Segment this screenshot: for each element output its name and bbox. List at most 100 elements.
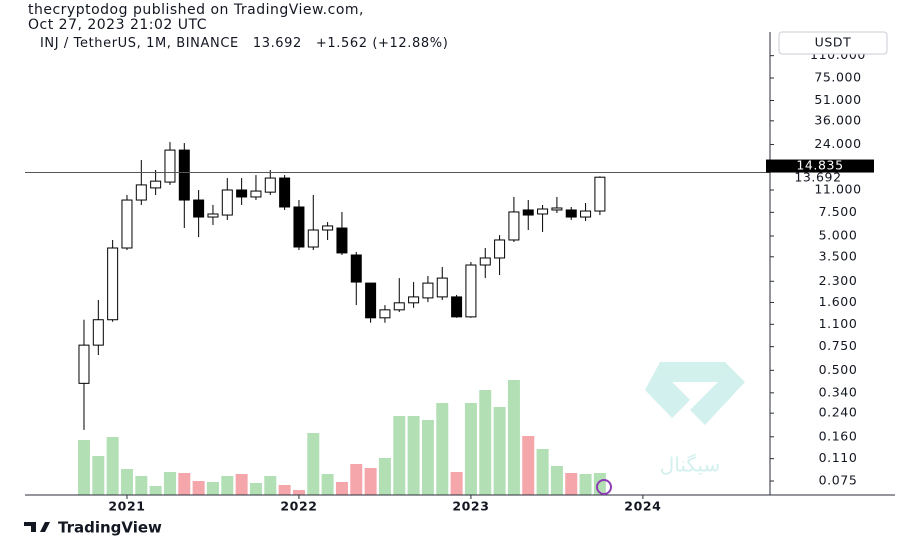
y-tick-label: 75.000 [814,69,861,84]
candle-body [479,257,491,266]
y-tick-label: 11.000 [814,181,861,196]
candle-body [494,239,506,259]
volume-bar [192,481,205,495]
last-price-label: 13.692 [794,170,841,185]
level-label-box [766,159,874,173]
candle-body [164,149,176,183]
volume-bar [249,483,262,495]
candle-body [508,211,520,241]
candle-body [121,199,133,249]
volume-bar [163,472,176,495]
volume-bar [550,466,563,495]
legend-symbol: INJ / TetherUS, 1M, BINANCE [40,36,239,51]
x-tick-label: 2024 [624,499,661,514]
volume-bar [350,464,363,495]
candle-body [78,344,90,384]
candle-body [264,177,276,193]
volume-bar [149,486,162,495]
candle-body [365,282,377,319]
watermark: سیگنال [645,362,745,477]
y-tick-label: 0.110 [819,450,858,465]
watermark-text: سیگنال [660,453,721,477]
candle-body [250,190,262,198]
candle-body [107,247,119,321]
y-tick-label: 0.500 [819,362,858,377]
y-tick-label: 0.075 [819,473,858,488]
candle-body [236,189,248,198]
candle-body [537,208,549,215]
volume-bar [421,420,434,495]
volume-bar [206,482,219,495]
legend: INJ / TetherUS, 1M, BINANCE 13.692 +1.562 … [40,36,448,51]
candle-body [150,180,162,189]
legend-price: 13.692 [253,36,302,51]
volume-bar [292,490,305,495]
volume-bar [307,433,320,495]
volume-bar [364,468,377,495]
volume-bar [450,472,463,495]
x-tick-label: 2023 [452,499,489,514]
y-tick-label: 1.600 [819,294,858,309]
volume-bar [536,449,549,495]
volume-bar [235,474,248,495]
volume-bar [507,380,520,495]
volume-bar [135,476,148,495]
candle-body [207,213,219,218]
candle-body [580,210,592,218]
volume-bar [92,456,105,495]
volume-bar [335,482,348,495]
volume-bar [264,476,277,495]
tradingview-logo: TradingView [24,519,162,537]
y-tick-label: 2.300 [819,273,858,288]
volume-bar [321,474,334,495]
y-tick-label: 24.000 [814,136,861,151]
volume-bar [464,403,477,495]
badge-icon [596,479,612,495]
candle-body [92,319,104,346]
watermark-logo [645,362,745,425]
volume-bar [436,403,449,495]
candle-body [350,254,362,283]
y-tick-label: 1.100 [819,316,858,331]
candle-body [178,149,190,201]
candle-body [393,302,405,311]
volume-bar [378,458,391,495]
candle-body [551,207,563,211]
volume-bar [278,485,291,495]
y-tick-label: 0.160 [819,428,858,443]
candle-body [322,225,334,231]
candle-body [307,229,319,248]
candle-body [379,309,391,319]
currency-label: USDT [815,35,852,50]
candle-body [293,206,305,248]
candle-body [436,277,448,298]
candle-body [336,227,348,254]
y-tick-label: 7.500 [819,204,858,219]
y-tick-label: 51.000 [814,92,861,107]
y-tick-label: 0.340 [819,384,858,399]
y-tick-label: 0.750 [819,338,858,353]
candle-body [565,209,577,218]
candle-body [193,199,205,218]
volume-bar [221,476,234,495]
publish-date: Oct 27, 2023 21:02 UTC [28,17,207,33]
y-tick-label: 3.500 [819,248,858,263]
volume-bar [565,473,578,495]
candle-body [594,176,606,212]
candle-body [422,282,434,299]
level-label: 14.835 [796,158,843,173]
volume-bar [393,416,406,495]
candle-body [522,209,534,216]
volume-bar [120,469,133,495]
x-tick-label: 2021 [108,499,145,514]
x-tick-label: 2022 [280,499,317,514]
candle-body [408,296,420,304]
candle-body [465,264,477,318]
volume-bar [493,407,506,495]
volume-bar [77,440,90,495]
currency-button [778,31,888,55]
volume-bar [106,437,119,495]
plot-area [77,142,606,495]
candle-body [221,189,233,216]
